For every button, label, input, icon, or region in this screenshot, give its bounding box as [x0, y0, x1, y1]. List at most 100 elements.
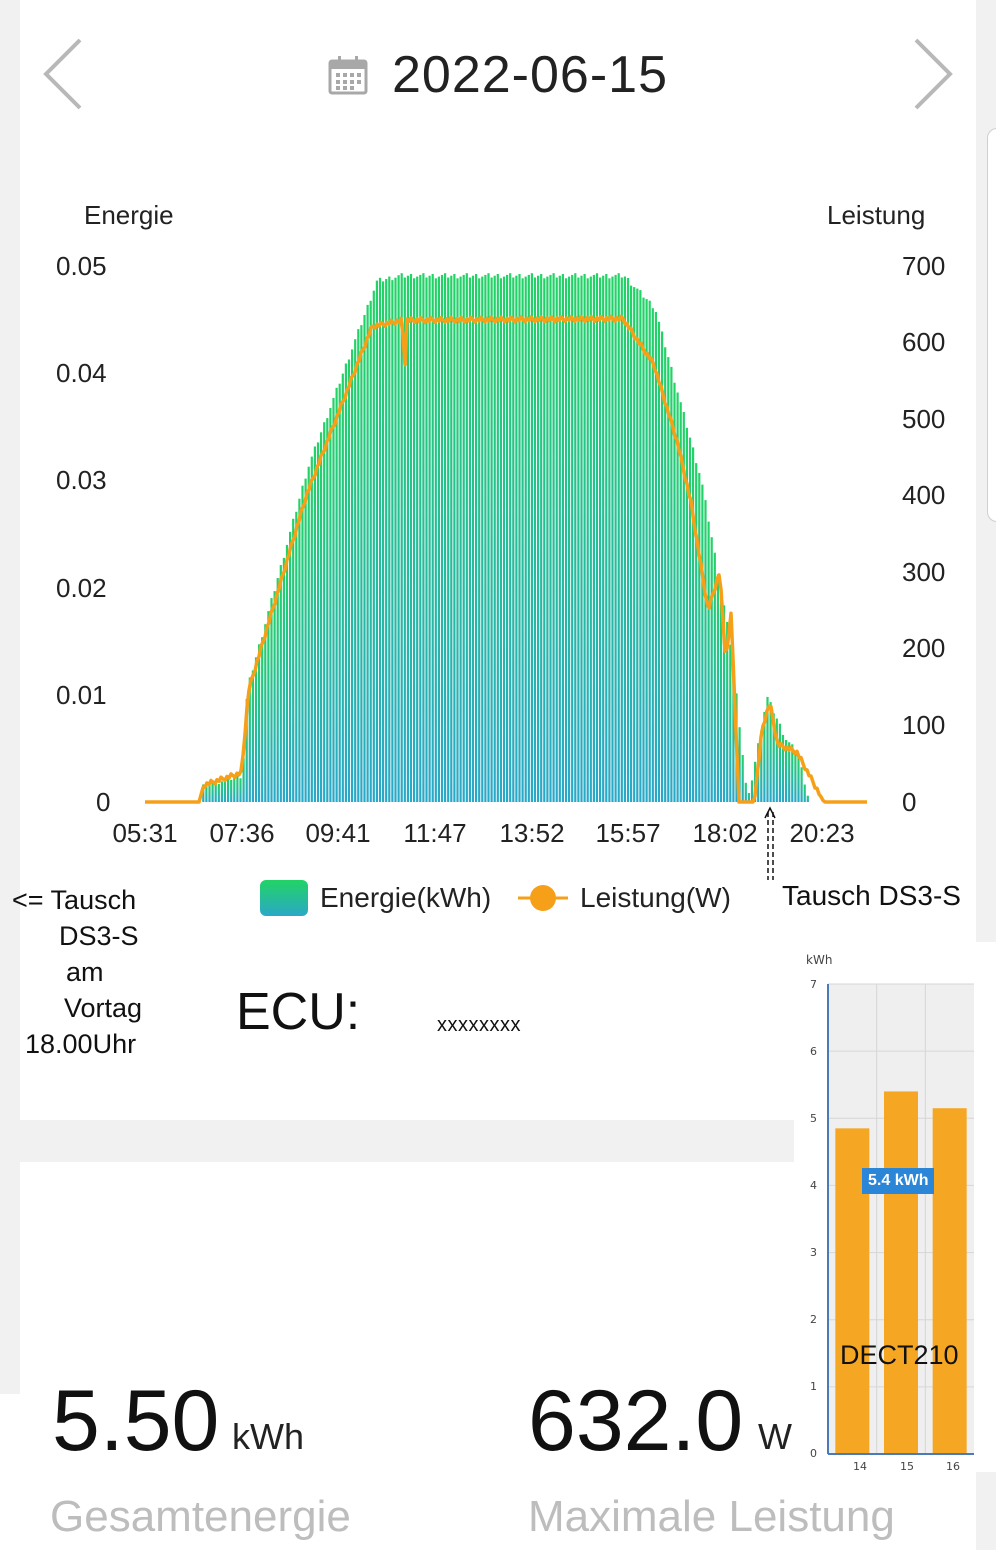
energy-bar: [766, 696, 769, 802]
energy-bar: [549, 274, 552, 802]
next-day-button[interactable]: [910, 34, 958, 114]
mini-bars: [835, 1091, 967, 1454]
energy-bar: [440, 274, 444, 802]
note-line: Vortag: [64, 993, 143, 1023]
energy-bar: [385, 279, 388, 802]
energy-bar: [788, 742, 791, 802]
energy-bar: [614, 274, 617, 802]
energy-bar: [611, 276, 614, 803]
energy-bar: [704, 500, 707, 802]
energy-bar: [701, 484, 704, 802]
energy-bar: [515, 275, 518, 802]
energy-bar: [636, 288, 639, 803]
energy-bar: [673, 382, 676, 802]
energy-bar: [750, 780, 754, 802]
energy-bar: [794, 752, 797, 802]
energy-bar: [465, 273, 468, 802]
max-power-value: 632.0: [528, 1373, 744, 1469]
energy-bar: [490, 277, 493, 802]
energy-bar: [797, 756, 800, 802]
energy-bar: [320, 432, 323, 802]
bar-swatch-icon: [260, 880, 308, 916]
x-tick: 05:31: [112, 818, 178, 848]
energy-bar: [403, 277, 406, 802]
energy-bar: [580, 275, 583, 802]
energy-bar: [223, 778, 227, 802]
total-energy-label: Gesamtenergie: [50, 1492, 351, 1541]
energy-bar: [270, 598, 273, 802]
energy-bar: [633, 287, 636, 803]
energy-bar: [769, 702, 772, 802]
max-power-unit: W: [758, 1416, 792, 1457]
energy-bar: [651, 308, 654, 802]
energy-bar: [462, 274, 465, 802]
energy-bar: [332, 397, 335, 802]
legend-power[interactable]: Leistung(W): [518, 880, 731, 916]
energy-bar: [236, 774, 239, 802]
energy-bar: [428, 275, 431, 802]
total-energy-unit: kWh: [232, 1416, 304, 1457]
energy-bar: [267, 611, 270, 802]
energy-bar: [242, 758, 245, 802]
swap-note-right: Tausch DS3-S: [782, 880, 961, 911]
energy-bar: [313, 446, 316, 802]
energy-bar: [499, 278, 502, 802]
mini-y-tick: 4: [810, 1179, 817, 1192]
energy-bar: [716, 574, 719, 802]
legend-power-label: Leistung(W): [580, 882, 731, 913]
legend-energy[interactable]: Energie(kWh): [260, 880, 491, 916]
max-power-label: Maximale Leistung: [528, 1492, 895, 1541]
energy-bar: [394, 277, 397, 802]
energy-bar: [372, 290, 375, 802]
left-tick: 0.03: [56, 465, 107, 495]
energy-bar: [791, 744, 794, 802]
energy-bar: [422, 273, 425, 802]
x-tick: 20:23: [789, 818, 855, 848]
mini-y-tick: 5: [810, 1112, 817, 1125]
energy-bar: [397, 275, 400, 802]
energy-bar: [648, 300, 651, 802]
energy-bar: [453, 274, 456, 802]
energy-bar: [775, 718, 778, 802]
energy-bar: [478, 278, 481, 802]
energy-bar: [747, 793, 750, 802]
energy-bar: [347, 359, 351, 802]
mini-x-tick: 14: [853, 1460, 867, 1473]
energy-bar: [577, 277, 580, 802]
energy-bar: [214, 780, 217, 802]
energy-bar: [459, 276, 462, 803]
mini-bar[interactable]: [932, 1108, 967, 1454]
energy-bar: [375, 280, 378, 803]
mini-bar-chart[interactable]: [794, 942, 996, 1472]
energy-bar: [378, 277, 382, 802]
energy-bar: [289, 531, 292, 802]
energy-bar: [254, 657, 258, 802]
energy-bar: [543, 278, 546, 802]
energy-bar: [406, 275, 409, 802]
energy-bar: [626, 278, 630, 802]
mini-x-tick: 16: [946, 1460, 960, 1473]
energy-bar: [605, 274, 608, 802]
previous-day-button[interactable]: [40, 34, 88, 114]
power-line: [145, 314, 867, 804]
energy-bar: [524, 276, 527, 803]
energy-bar: [437, 276, 440, 803]
left-tick: 0: [96, 787, 111, 817]
mini-bar[interactable]: [884, 1091, 918, 1454]
energy-bar: [707, 521, 710, 802]
energy-bar: [785, 740, 788, 802]
energy-bar: [471, 275, 475, 802]
energy-bar: [530, 273, 533, 802]
energy-bar: [400, 273, 403, 802]
mini-y-unit: kWh: [806, 953, 833, 967]
left-tick: 0.02: [56, 573, 107, 603]
energy-bar: [202, 784, 205, 802]
energy-bar: [211, 782, 214, 802]
energy-bar: [574, 273, 577, 802]
energy-bar: [205, 781, 208, 802]
energy-power-chart[interactable]: [0, 0, 996, 880]
date-selector[interactable]: 2022-06-15: [328, 40, 668, 110]
right-tick: 200: [902, 633, 946, 663]
energy-bar: [276, 578, 279, 802]
energy-bar: [555, 277, 558, 802]
